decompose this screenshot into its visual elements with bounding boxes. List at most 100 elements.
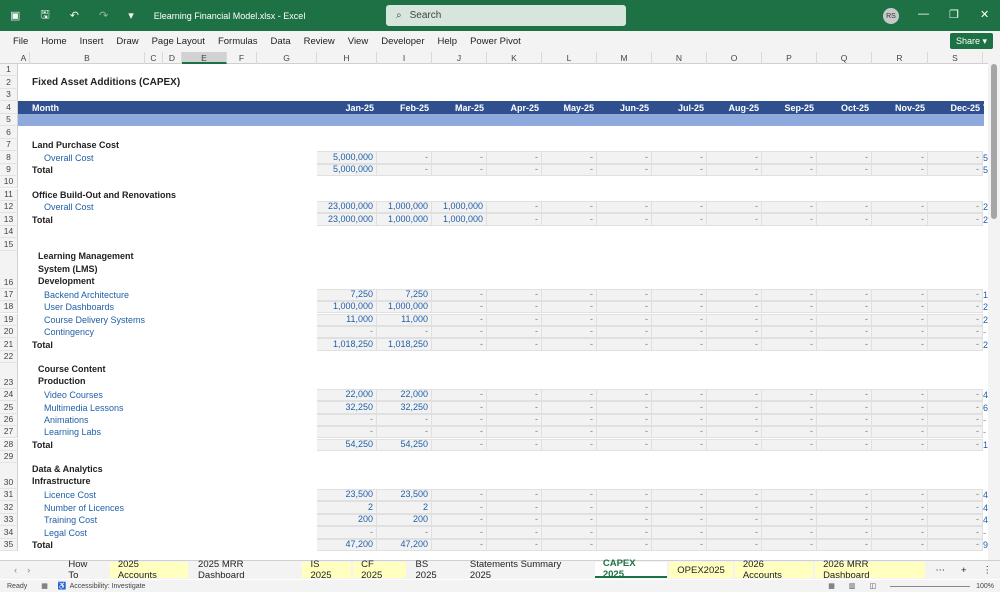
column-header-j[interactable]: J (432, 52, 487, 64)
value-cell[interactable]: - (432, 325, 487, 339)
sheet-tab[interactable]: CF 2025 (353, 559, 406, 581)
value-cell[interactable]: - (928, 438, 983, 451)
total-cell[interactable]: - (983, 413, 989, 427)
value-cell[interactable]: - (652, 401, 707, 414)
column-header-k[interactable]: K (487, 52, 542, 64)
row-header[interactable]: 24 (0, 388, 18, 402)
accessibility-status[interactable]: Accessibility: Investigate (69, 582, 146, 590)
value-cell[interactable]: - (872, 163, 928, 177)
value-cell[interactable]: - (817, 200, 872, 214)
value-cell[interactable]: - (707, 338, 762, 351)
customize-toolbar-icon[interactable]: ▾ (128, 10, 134, 22)
row-header[interactable]: 15 (0, 238, 18, 251)
value-cell[interactable]: - (542, 200, 597, 214)
value-cell[interactable]: - (762, 325, 817, 339)
column-header-h[interactable]: H (317, 52, 377, 64)
value-cell[interactable]: - (432, 151, 487, 164)
column-header-e[interactable]: E (182, 52, 227, 64)
value-cell[interactable]: - (872, 488, 928, 502)
row-header[interactable]: 12 (0, 200, 18, 214)
value-cell[interactable]: - (487, 313, 542, 326)
value-cell[interactable]: - (817, 438, 872, 451)
value-cell[interactable]: - (652, 288, 707, 302)
value-cell[interactable]: - (377, 151, 432, 164)
column-header-r[interactable]: R (872, 52, 928, 64)
value-cell[interactable]: - (377, 426, 432, 439)
value-cell[interactable]: 54,250 (317, 438, 377, 451)
avatar[interactable]: RS (883, 8, 899, 24)
row-header[interactable]: 1 (0, 64, 18, 77)
value-cell[interactable]: 1,018,250 (377, 338, 432, 351)
value-cell[interactable]: - (597, 438, 652, 451)
value-cell[interactable]: - (542, 513, 597, 527)
value-cell[interactable]: 5,000,000 (317, 163, 377, 177)
value-cell[interactable]: - (928, 200, 983, 214)
value-cell[interactable]: - (652, 325, 707, 339)
sheet-tab[interactable]: CAPEX 2025 (594, 558, 668, 580)
menu-help[interactable]: Help (437, 36, 458, 47)
sheet-tab[interactable]: 2026 Accounts (734, 559, 814, 581)
row-header[interactable]: 3 (0, 88, 18, 102)
menu-draw[interactable]: Draw (116, 36, 139, 47)
value-cell[interactable]: - (817, 538, 872, 552)
row-header[interactable]: 22 (0, 350, 18, 364)
value-cell[interactable]: - (872, 301, 928, 314)
value-cell[interactable]: - (762, 426, 817, 439)
value-cell[interactable]: 11,000 (377, 313, 432, 326)
value-cell[interactable]: - (872, 288, 928, 302)
value-cell[interactable]: - (652, 163, 707, 177)
value-cell[interactable]: - (317, 325, 377, 339)
row-header[interactable]: 2 (0, 76, 18, 89)
value-cell[interactable]: - (652, 151, 707, 164)
value-cell[interactable]: - (652, 338, 707, 351)
value-cell[interactable]: - (928, 213, 983, 226)
value-cell[interactable]: - (928, 288, 983, 302)
value-cell[interactable]: - (928, 538, 983, 552)
value-cell[interactable]: 32,250 (377, 401, 432, 414)
minimize-icon[interactable]: — (918, 8, 929, 20)
row-header[interactable]: 23 (0, 363, 18, 389)
value-cell[interactable]: - (487, 401, 542, 414)
value-cell[interactable]: - (817, 388, 872, 402)
value-cell[interactable]: - (652, 538, 707, 552)
value-cell[interactable]: - (652, 513, 707, 527)
options-icon[interactable]: ⋮ (982, 564, 993, 576)
value-cell[interactable]: - (707, 526, 762, 539)
sheet-tab[interactable]: 2026 MRR Dashboard (815, 559, 926, 581)
value-cell[interactable]: - (487, 426, 542, 439)
value-cell[interactable]: - (707, 163, 762, 177)
value-cell[interactable]: - (817, 325, 872, 339)
value-cell[interactable]: - (432, 538, 487, 552)
value-cell[interactable]: - (762, 213, 817, 226)
row-header[interactable]: 27 (0, 426, 18, 439)
value-cell[interactable]: - (928, 413, 983, 427)
save-icon[interactable]: 🖫 (40, 9, 50, 21)
value-cell[interactable]: - (817, 526, 872, 539)
value-cell[interactable]: - (652, 313, 707, 326)
value-cell[interactable]: - (597, 301, 652, 314)
row-header[interactable]: 13 (0, 213, 18, 226)
column-header-q[interactable]: Q (817, 52, 872, 64)
value-cell[interactable]: - (432, 288, 487, 302)
menu-formulas[interactable]: Formulas (217, 36, 258, 47)
menu-page-layout[interactable]: Page Layout (151, 36, 205, 47)
value-cell[interactable]: - (872, 538, 928, 552)
row-header[interactable]: 16 (0, 250, 18, 289)
value-cell[interactable]: - (487, 338, 542, 351)
value-cell[interactable]: - (597, 538, 652, 552)
value-cell[interactable]: 22,000 (377, 388, 432, 402)
value-cell[interactable]: - (762, 513, 817, 527)
value-cell[interactable]: - (872, 388, 928, 402)
value-cell[interactable]: - (432, 488, 487, 502)
value-cell[interactable]: - (542, 388, 597, 402)
value-cell[interactable]: - (762, 413, 817, 427)
row-header[interactable]: 8 (0, 151, 18, 164)
row-header[interactable]: 20 (0, 325, 18, 339)
value-cell[interactable]: - (872, 438, 928, 451)
value-cell[interactable]: - (928, 338, 983, 351)
value-cell[interactable]: - (487, 513, 542, 527)
value-cell[interactable]: - (317, 413, 377, 427)
value-cell[interactable]: - (817, 151, 872, 164)
value-cell[interactable]: - (817, 488, 872, 502)
menu-view[interactable]: View (347, 36, 369, 47)
